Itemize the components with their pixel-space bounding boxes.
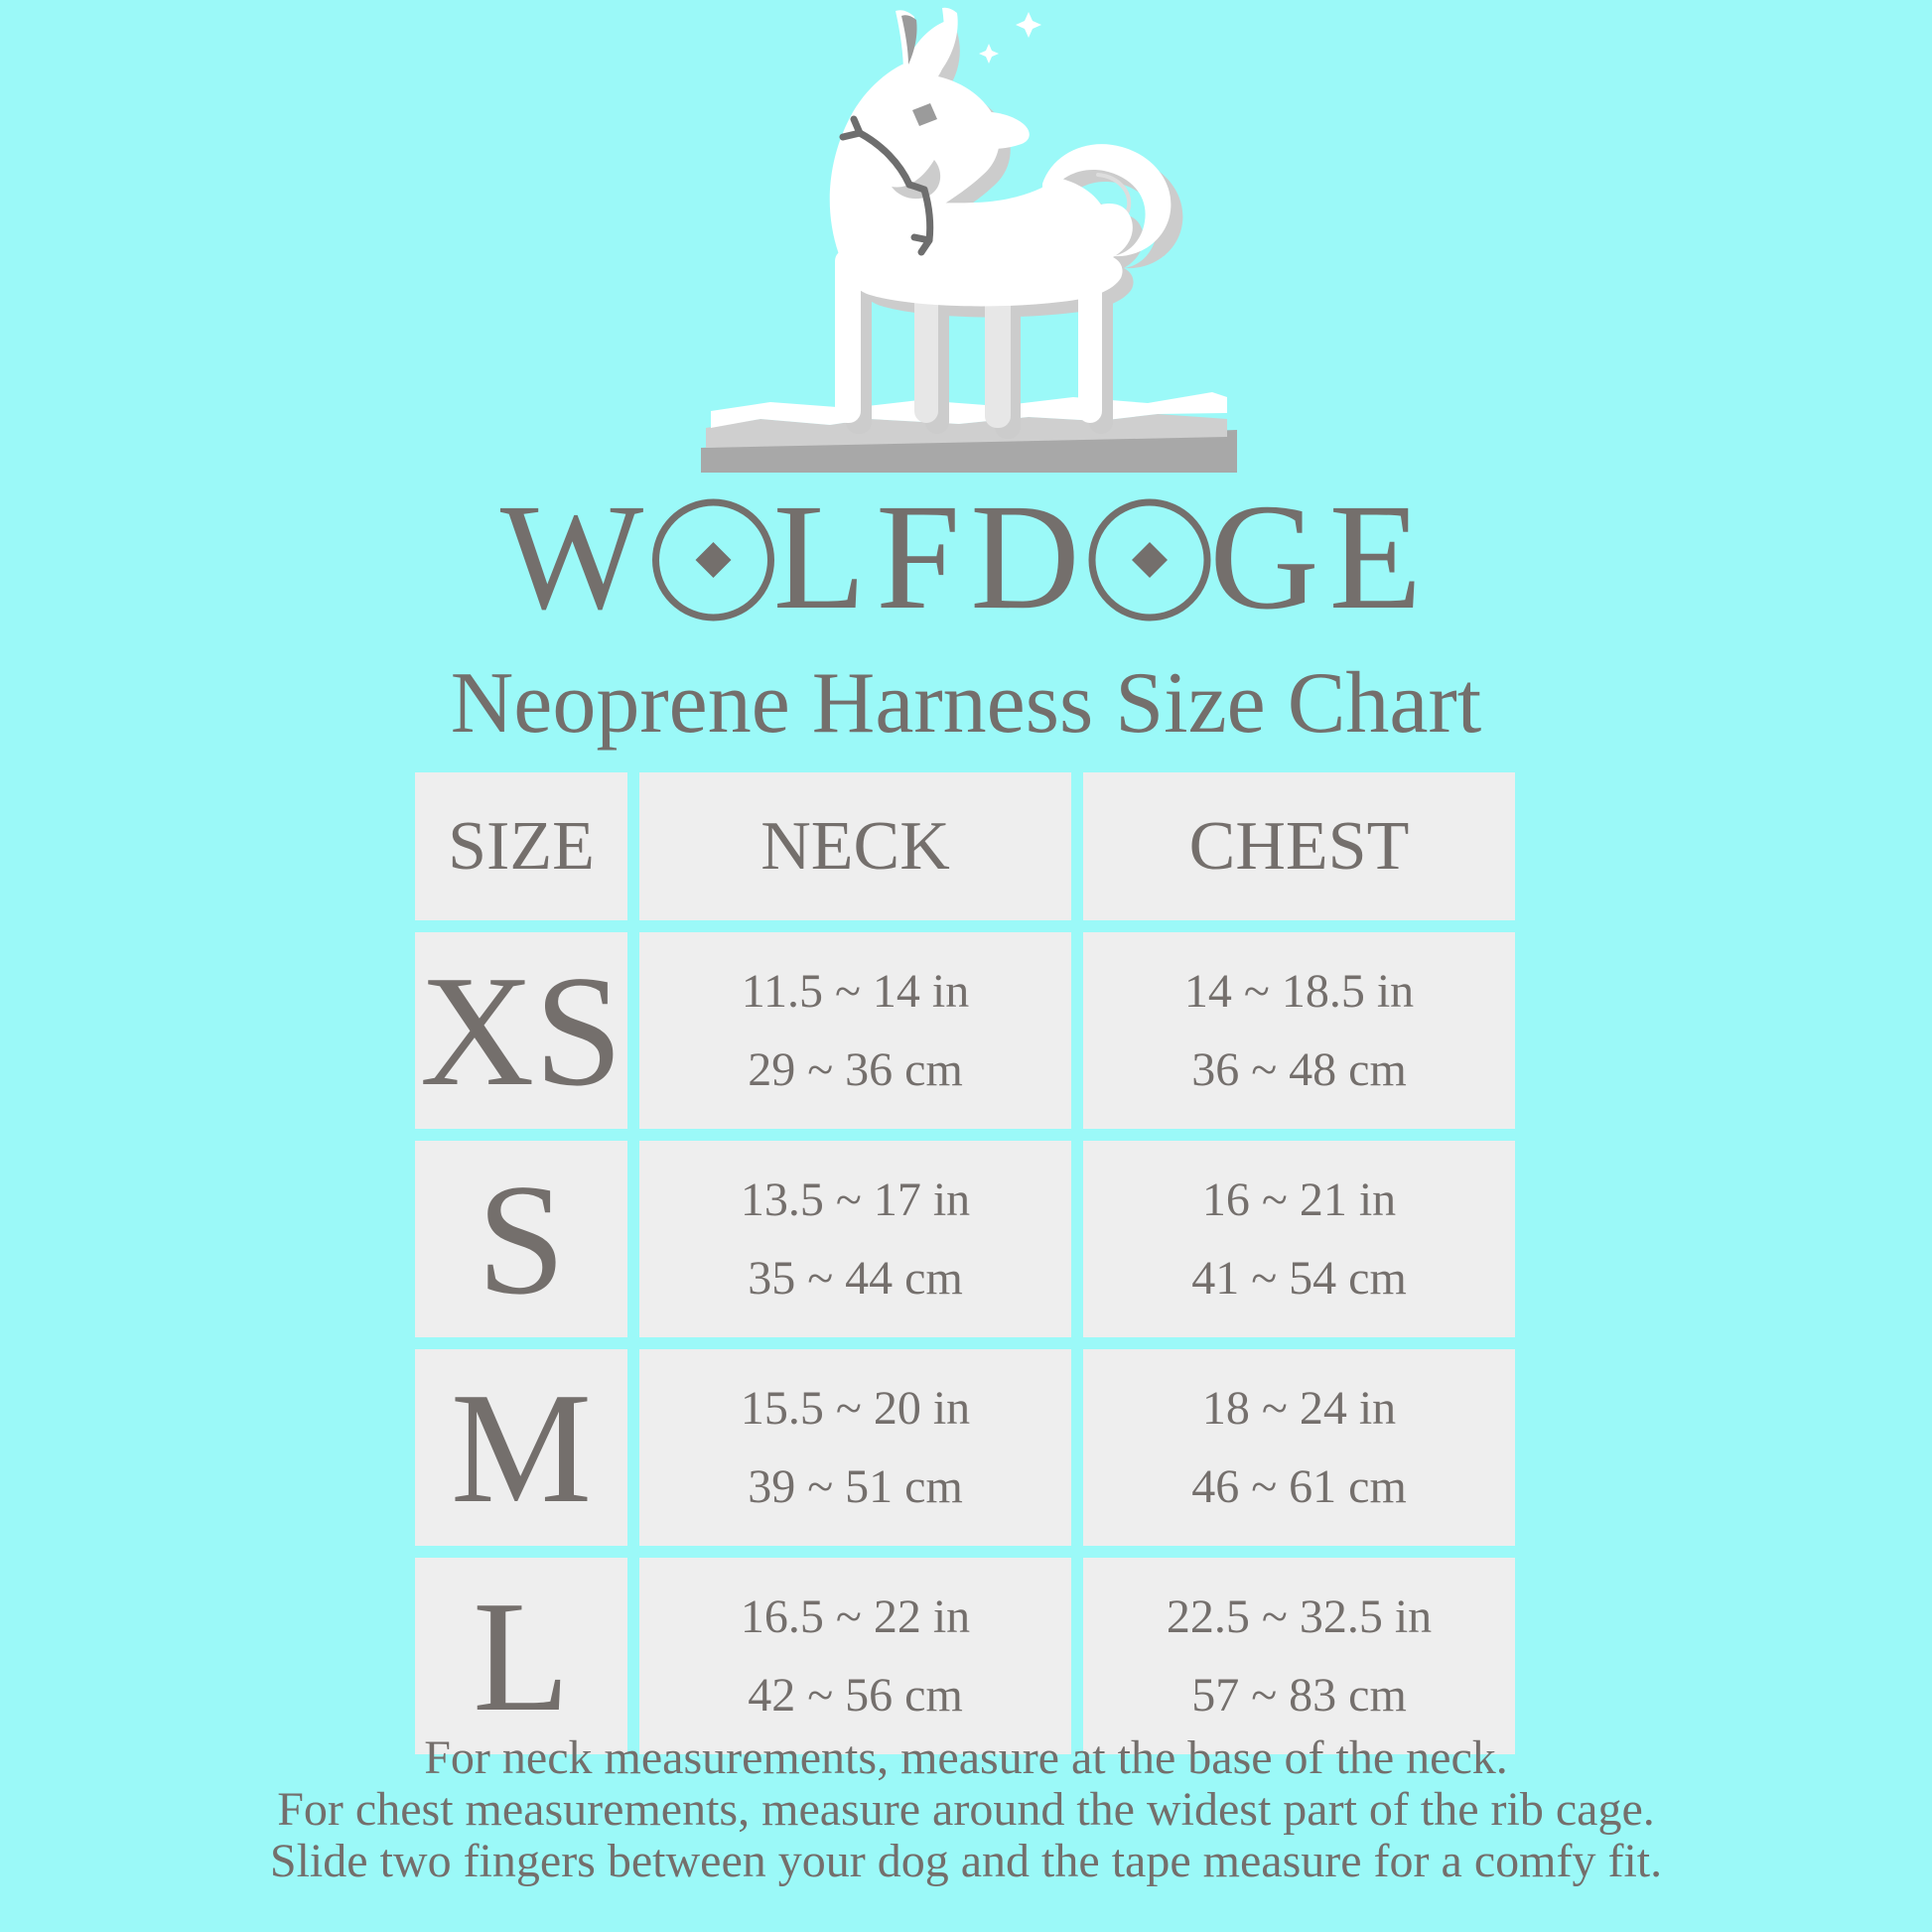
svg-text:LFD: LFD xyxy=(773,477,1090,641)
svg-text:GE: GE xyxy=(1209,477,1432,641)
svg-text:W: W xyxy=(500,477,653,641)
